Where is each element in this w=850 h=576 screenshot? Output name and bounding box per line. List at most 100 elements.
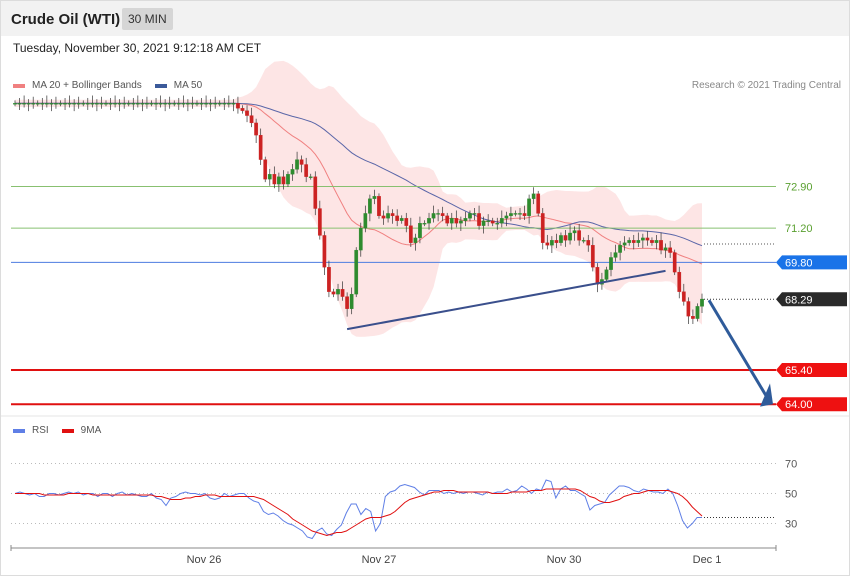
candle-body [358, 227, 363, 251]
candle-body [454, 218, 459, 224]
candle-body [627, 240, 632, 243]
ma20-legend-label: MA 20 + Bollinger Bands [32, 80, 142, 91]
candle-body [681, 291, 686, 302]
candle-body [368, 198, 372, 214]
rsi-tick-30: 30 [785, 519, 797, 531]
rsi-ma-legend-swatch [61, 428, 74, 433]
forecast-arrowhead [760, 383, 773, 407]
candle-body [641, 237, 645, 241]
rsi-tick-50: 50 [785, 489, 797, 501]
timeframe-badge[interactable]: 30 MIN [122, 8, 173, 30]
candle-body [199, 103, 204, 105]
candle-body [340, 289, 345, 297]
candle-body [331, 291, 336, 295]
timestamp: Tuesday, November 30, 2021 9:12:18 AM CE… [13, 41, 262, 55]
candle-body [108, 103, 113, 105]
ma20-legend-swatch [13, 83, 25, 88]
candle-body [231, 103, 236, 105]
candle-body [418, 223, 422, 239]
candle-body [90, 103, 95, 105]
candle-body [518, 213, 522, 215]
candle-body [636, 240, 641, 243]
candle-body [472, 213, 477, 215]
candle-body [568, 232, 572, 241]
bollinger-band [15, 60, 702, 337]
candle-body [345, 296, 349, 309]
candle-body [181, 103, 186, 105]
candle-body [691, 316, 695, 319]
candle-body [386, 213, 390, 219]
candle-body [659, 240, 663, 251]
candle-body [249, 115, 254, 124]
candle-body [700, 298, 704, 307]
candle-body [277, 176, 281, 185]
candle-body [167, 103, 172, 105]
candle-body [308, 176, 313, 178]
x-tick-label: Nov 30 [547, 554, 582, 566]
x-tick-label: Nov 26 [187, 554, 222, 566]
candle-body [17, 103, 22, 105]
ma50-legend-swatch [154, 83, 167, 88]
rsi-ma-legend-label: 9MA [80, 425, 102, 436]
candle-body [550, 240, 554, 246]
candle-body [449, 218, 454, 224]
candle-body [172, 103, 177, 105]
candle-body [631, 240, 636, 243]
candle-body [618, 245, 622, 253]
candle-body [85, 103, 90, 105]
candle-body [104, 103, 108, 105]
candle-body [527, 198, 531, 217]
research-credit: Research © 2021 Trading Central [691, 80, 841, 91]
candle-body [81, 103, 86, 105]
candle-body [163, 103, 167, 105]
x-tick-label: Dec 1 [693, 554, 722, 566]
candle-body [286, 174, 290, 185]
candle-body [363, 213, 368, 229]
candle-body [145, 103, 149, 105]
candle-body [313, 176, 318, 209]
candle-body [263, 159, 268, 180]
candle-body [226, 103, 231, 105]
candle-body [186, 103, 190, 105]
rsi-ma-line [15, 488, 703, 537]
candle-body [559, 235, 563, 243]
candle-body [131, 103, 136, 105]
rsi-line [14, 479, 702, 540]
candle-body [158, 103, 163, 105]
candle-body [240, 108, 245, 111]
candle-body [267, 174, 272, 180]
candle-body [481, 220, 486, 226]
candle-body [76, 103, 81, 105]
level-label-71.20: 71.20 [785, 223, 813, 235]
candle-body [254, 122, 258, 136]
candle-body [677, 271, 682, 292]
candle-body [295, 159, 299, 170]
candle-body [135, 103, 140, 105]
candle-body [299, 159, 304, 165]
trend-line [346, 269, 666, 331]
candle-body [195, 103, 199, 105]
level-label-72.90: 72.90 [785, 182, 813, 194]
candle-body [377, 196, 381, 217]
candle-body [140, 103, 145, 105]
candle-body [650, 240, 654, 243]
candle-body [408, 225, 413, 243]
chart-header: Crude Oil (WTI) 30 MIN [1, 1, 849, 36]
candle-body [26, 103, 31, 105]
candle-body [422, 223, 427, 225]
candle-body [663, 247, 668, 251]
candle-body [35, 103, 40, 105]
candle-body [372, 196, 377, 199]
level-label-68.29: 68.29 [785, 294, 813, 306]
candle-body [149, 103, 154, 105]
candle-body [113, 103, 117, 105]
candle-body [13, 103, 17, 105]
candle-body [154, 103, 158, 105]
candle-body [67, 103, 72, 105]
candle-body [258, 134, 263, 160]
candle-body [504, 215, 509, 219]
candle-body [427, 218, 431, 224]
candle-body [95, 103, 99, 105]
candle-body [404, 218, 409, 226]
